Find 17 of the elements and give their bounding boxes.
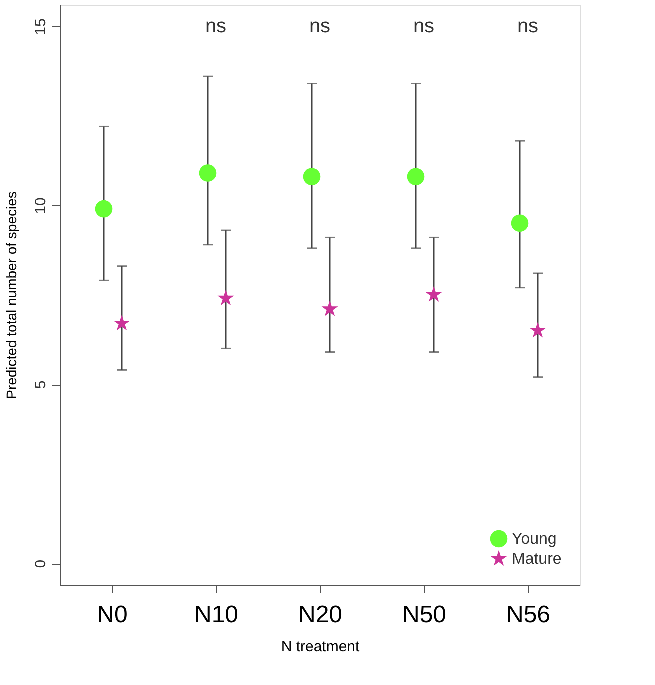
y-axis-title: Predicted total number of species — [4, 192, 20, 400]
x-tick-label: N0 — [97, 602, 128, 628]
y-tick-label: 15 — [32, 18, 50, 36]
annotation: ns — [205, 15, 227, 38]
annotation: ns — [413, 15, 435, 38]
x-tick-label: N10 — [194, 602, 239, 628]
x-tick-label: N20 — [298, 602, 343, 628]
y-tick-label: 10 — [32, 198, 50, 214]
y-tick-label: 5 — [32, 380, 50, 390]
x-axis-title: N treatment — [281, 638, 361, 656]
annotation: ns — [309, 15, 331, 38]
y-tick-label: 0 — [32, 560, 50, 568]
x-tick-label: N50 — [402, 602, 447, 628]
legend-label: Mature — [512, 551, 562, 568]
legend-label: Young — [512, 531, 557, 548]
x-tick-label: N56 — [506, 602, 551, 628]
annotation: ns — [517, 15, 539, 38]
